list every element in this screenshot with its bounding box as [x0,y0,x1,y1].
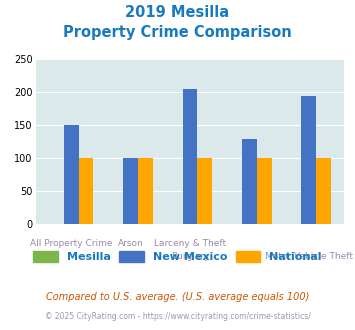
Legend: Mesilla, New Mexico, National: Mesilla, New Mexico, National [29,247,326,267]
Text: 2019 Mesilla: 2019 Mesilla [125,5,230,20]
Bar [182,89,197,224]
Text: Motor Vehicle Theft: Motor Vehicle Theft [265,252,353,261]
Bar [242,139,257,224]
Text: All Property Crime: All Property Crime [30,239,113,248]
Bar [123,158,138,224]
Text: Compared to U.S. average. (U.S. average equals 100): Compared to U.S. average. (U.S. average … [46,292,309,302]
Bar [138,158,153,224]
Bar [301,96,316,224]
Bar [197,158,212,224]
Text: Property Crime Comparison: Property Crime Comparison [63,25,292,40]
Bar [78,158,93,224]
Text: Arson: Arson [118,239,143,248]
Text: Larceny & Theft: Larceny & Theft [154,239,226,248]
Bar [257,158,272,224]
Bar [64,125,78,224]
Text: © 2025 CityRating.com - https://www.cityrating.com/crime-statistics/: © 2025 CityRating.com - https://www.city… [45,312,310,321]
Bar [316,158,331,224]
Text: Burglary: Burglary [171,252,209,261]
